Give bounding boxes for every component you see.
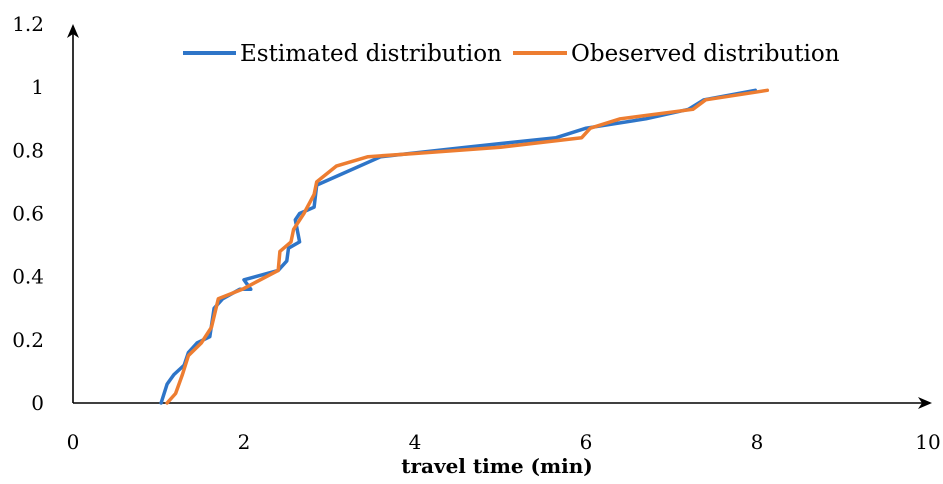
series-line-estimated (159, 88, 758, 405)
legend-label-observed: Obeserved distribution (571, 41, 840, 67)
x-tick-label: 10 (915, 430, 940, 454)
series-line-observed (165, 88, 770, 405)
y-tick-labels: 0 0.2 0.4 0.6 0.8 1 1.2 (12, 12, 44, 415)
x-tick-label: 4 (409, 430, 422, 454)
x-tick-label: 6 (580, 430, 593, 454)
y-tick-label: 0.8 (12, 138, 44, 162)
y-tick-label: 0 (31, 391, 44, 415)
y-tick-label: 0.4 (12, 265, 44, 289)
x-tick-label: 8 (751, 430, 764, 454)
y-tick-label: 1.2 (12, 12, 44, 36)
axes (67, 24, 932, 409)
legend: Estimated distribution Obeserved distrib… (183, 41, 840, 67)
y-tick-label: 0.6 (12, 202, 44, 226)
x-tick-label: 2 (238, 430, 251, 454)
x-tick-labels: 0 2 4 6 8 10 (67, 430, 941, 454)
x-tick-label: 0 (67, 430, 80, 454)
legend-label-estimated: Estimated distribution (240, 41, 502, 67)
y-tick-label: 0.2 (12, 328, 44, 352)
x-axis-title: travel time (min) (401, 454, 593, 478)
y-tick-label: 1 (31, 75, 44, 99)
series-lines (159, 88, 770, 405)
